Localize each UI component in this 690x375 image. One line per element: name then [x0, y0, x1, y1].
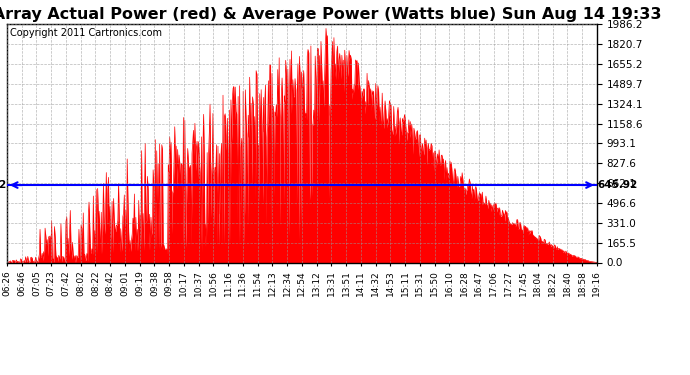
Title: West Array Actual Power (red) & Average Power (Watts blue) Sun Aug 14 19:33: West Array Actual Power (red) & Average …: [0, 7, 662, 22]
Text: 645.92: 645.92: [0, 180, 6, 190]
Text: 645.92: 645.92: [598, 180, 638, 190]
Text: Copyright 2011 Cartronics.com: Copyright 2011 Cartronics.com: [10, 28, 162, 38]
